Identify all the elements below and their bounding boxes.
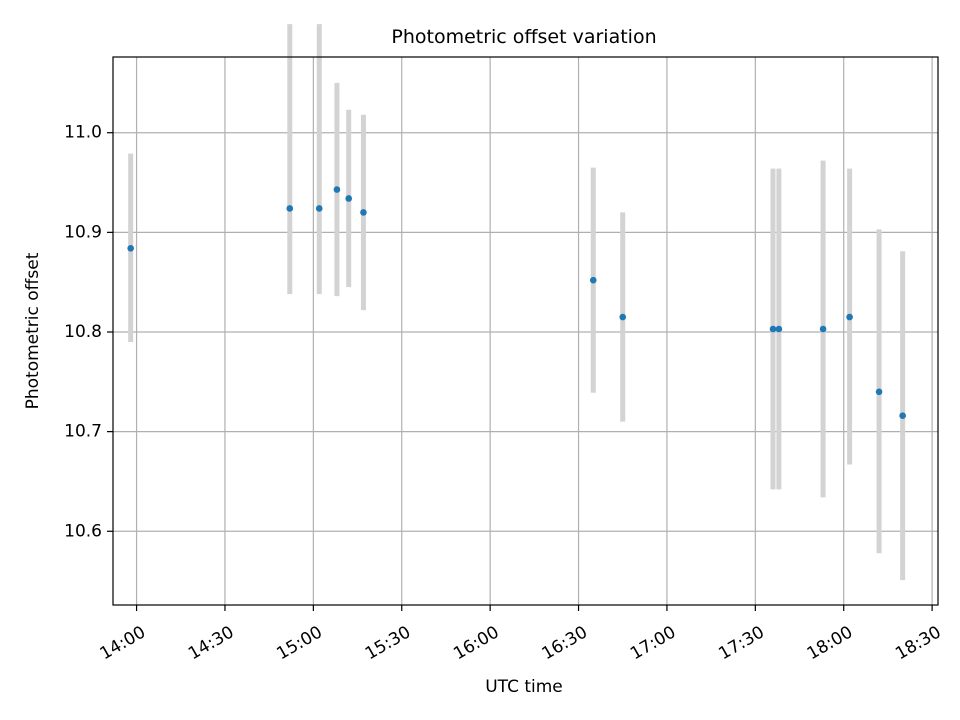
grid-layer — [113, 57, 938, 605]
y-tick-label: 10.6 — [64, 521, 102, 541]
y-tick-label: 10.7 — [64, 422, 102, 442]
y-tick-label: 10.9 — [64, 222, 102, 242]
y-tick-label: 11.0 — [64, 123, 102, 143]
y-tick-label: 10.8 — [64, 322, 102, 342]
data-point — [345, 195, 353, 202]
data-point — [775, 325, 783, 333]
data-point — [360, 209, 367, 216]
y-axis-ticks: 10.6 10.7 10.8 10.9 11.0 — [64, 123, 113, 541]
data-point — [589, 276, 597, 284]
data-point — [899, 412, 906, 419]
data-point — [127, 245, 134, 252]
y-axis-label: Photometric offset — [23, 252, 43, 409]
plot-area-frame — [112, 56, 939, 606]
data-point — [769, 325, 777, 333]
data-point — [333, 186, 341, 193]
data-point — [875, 388, 883, 396]
data-point — [846, 313, 853, 321]
point-layer — [127, 186, 906, 419]
data-point — [286, 205, 294, 212]
chart-title: Photometric offset variation — [391, 26, 656, 48]
x-axis-label: UTC time — [485, 677, 563, 697]
data-point — [819, 325, 827, 333]
data-point — [315, 205, 323, 212]
data-point — [619, 313, 627, 321]
